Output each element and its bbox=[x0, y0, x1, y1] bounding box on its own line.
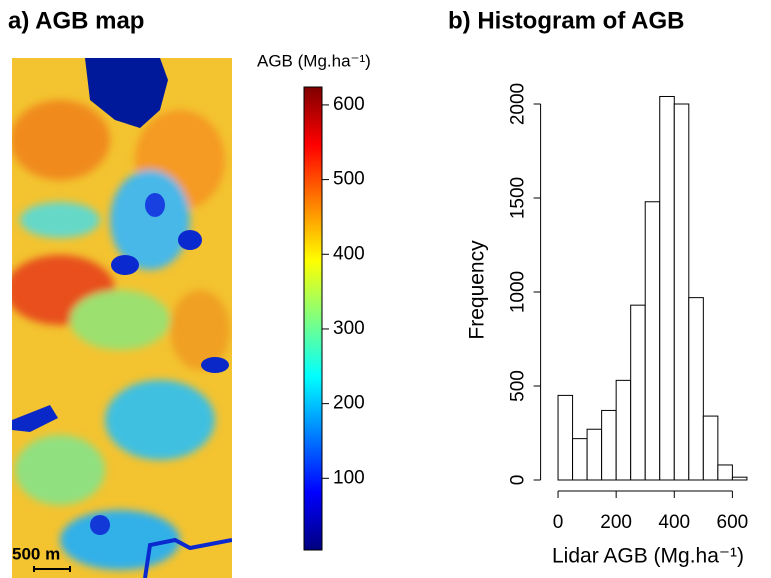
colorbar-label: AGB (Mg.ha⁻¹) bbox=[257, 51, 371, 70]
x-tick-label: 600 bbox=[717, 512, 749, 533]
x-tick-label: 200 bbox=[600, 512, 632, 533]
colorbar bbox=[303, 86, 323, 551]
map-title: a) AGB map bbox=[8, 7, 144, 34]
bar bbox=[644, 201, 661, 481]
bar bbox=[615, 379, 632, 481]
scale-bar bbox=[33, 566, 71, 572]
y-tick-label: 2000 bbox=[508, 83, 529, 125]
bar bbox=[630, 304, 646, 481]
bar bbox=[586, 428, 603, 481]
y-tick-label: 1500 bbox=[508, 177, 529, 219]
x-tick-label: 400 bbox=[658, 512, 690, 533]
bar bbox=[731, 476, 748, 481]
y-tick-label: 500 bbox=[508, 370, 529, 402]
x-tick-label: 0 bbox=[553, 512, 564, 533]
y-tick-label: 1000 bbox=[508, 271, 529, 313]
bar bbox=[673, 103, 690, 481]
colorbar-tick-label: 400 bbox=[333, 243, 365, 264]
colorbar-tick-label: 300 bbox=[333, 318, 365, 339]
y-axis-label: Frequency bbox=[466, 240, 489, 340]
colorbar-tick-label: 200 bbox=[333, 393, 365, 414]
hist-title: b) Histogram of AGB bbox=[448, 7, 684, 34]
x-axis-label: Lidar AGB (Mg.ha⁻¹) bbox=[552, 545, 744, 568]
bar bbox=[688, 297, 704, 481]
map bbox=[12, 58, 232, 578]
bar bbox=[572, 438, 588, 481]
colorbar-tick-label: 100 bbox=[333, 467, 365, 488]
scale-label: 500 m bbox=[12, 544, 60, 563]
bar bbox=[702, 415, 719, 481]
colorbar-tick-label: 500 bbox=[333, 169, 365, 190]
bar bbox=[717, 464, 733, 481]
colorbar-tick-label: 600 bbox=[333, 94, 365, 115]
bar bbox=[659, 95, 675, 481]
bar bbox=[601, 409, 617, 481]
y-tick-label: 0 bbox=[508, 475, 529, 486]
bar bbox=[557, 394, 574, 481]
